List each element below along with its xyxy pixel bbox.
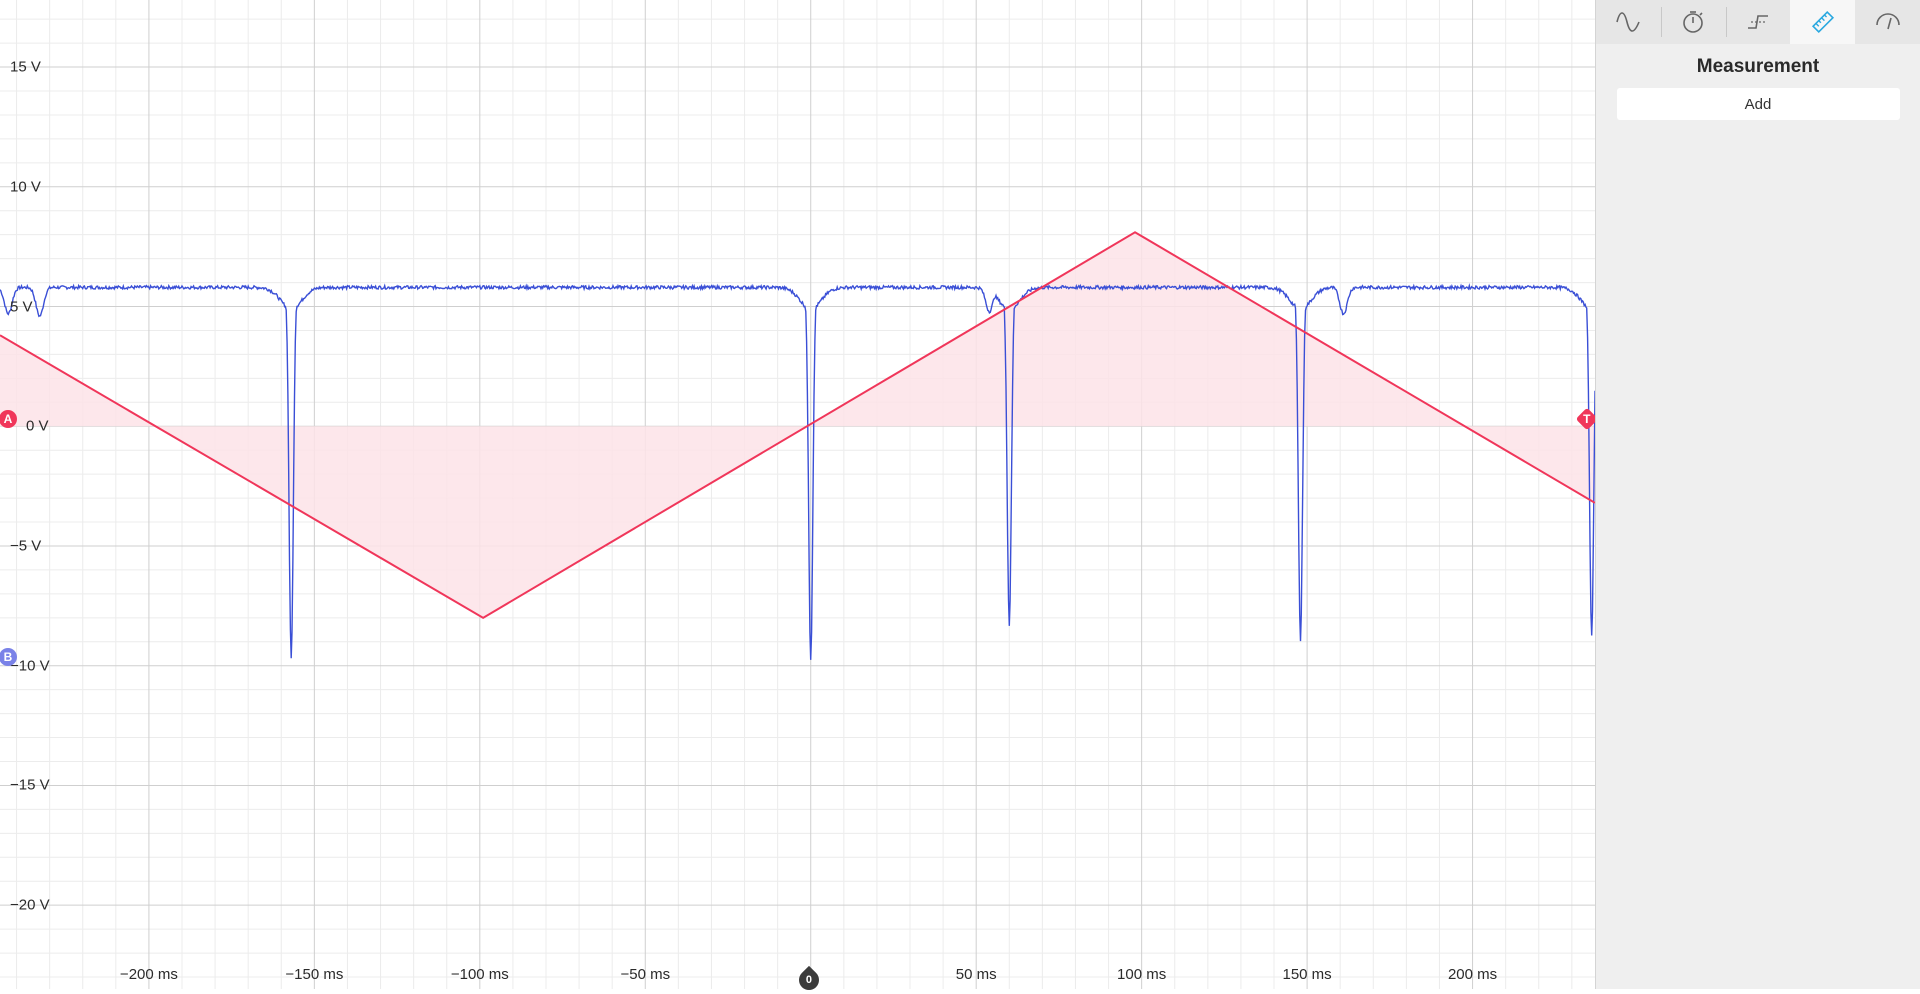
y-tick-label: −10 V (10, 657, 50, 675)
y-tick-label: 0 V (26, 417, 49, 435)
x-tick-label: −150 ms (285, 966, 344, 983)
timer-tool-button[interactable] (1660, 0, 1726, 44)
series-a-area (0, 232, 1595, 618)
add-measurement-button[interactable]: Add (1616, 88, 1900, 120)
side-panel: Measurement Add (1595, 0, 1920, 989)
x-tick-label: 200 ms (1447, 966, 1498, 983)
x-tick-label: −50 ms (620, 966, 671, 983)
gauge-icon (1875, 13, 1900, 30)
y-tick-label: 5 V (10, 298, 33, 316)
ruler-icon (1811, 10, 1834, 34)
scope-plot-area[interactable]: 15 V 10 V 5 V 0 V −5 V −10 V −15 V −20 V −200 m… (0, 0, 1599, 994)
x-tick-label: 100 ms (1117, 966, 1167, 983)
y-tick-label: −20 V (10, 896, 50, 914)
panel-title: Measurement (1696, 56, 1820, 77)
trigger-edge-icon (1747, 15, 1768, 29)
gauge-tool-button[interactable] (1855, 0, 1920, 44)
stopwatch-icon (1683, 11, 1703, 33)
measurement-tool-button[interactable] (1790, 0, 1856, 44)
sine-wave-icon (1616, 12, 1641, 32)
series-a-line (0, 231, 1595, 619)
channel-b-marker[interactable]: B (0, 648, 17, 666)
oscilloscope-chart (0, 0, 1595, 989)
y-tick-label: 10 V (10, 178, 41, 196)
x-tick-label: 150 ms (1282, 966, 1332, 983)
y-tick-label: −15 V (10, 776, 50, 794)
trigger-tool-button[interactable] (1725, 0, 1791, 44)
panel-toolbar (1596, 0, 1920, 44)
y-tick-label: 15 V (10, 58, 41, 76)
waveform-tool-button[interactable] (1596, 0, 1661, 44)
x-tick-label: −100 ms (450, 966, 509, 983)
x-tick-label: −200 ms (119, 966, 178, 983)
y-tick-label: −5 V (10, 537, 42, 555)
x-tick-label: 50 ms (955, 966, 997, 983)
series-b-line (0, 282, 1595, 660)
channel-a-marker[interactable]: A (0, 410, 17, 428)
